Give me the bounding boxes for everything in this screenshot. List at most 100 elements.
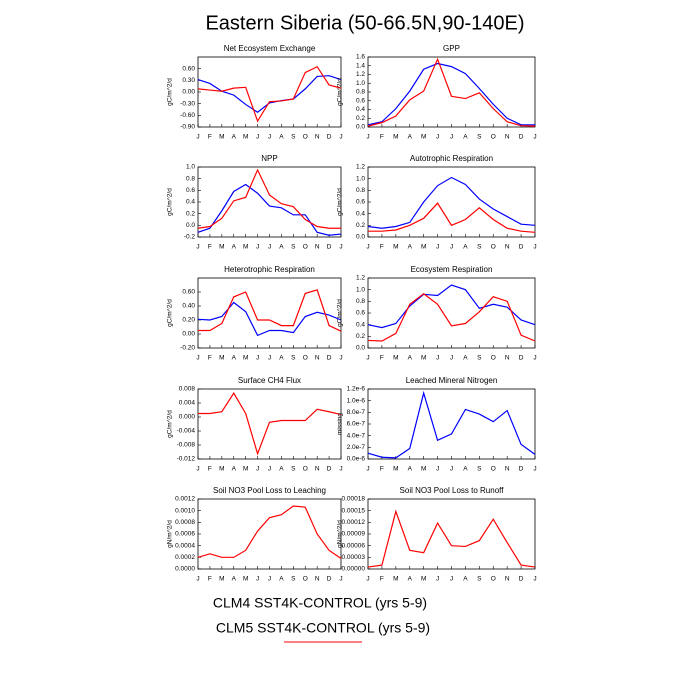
x-tick-label: F [380,466,384,473]
x-tick-label: M [421,466,426,473]
x-tick-label: F [208,355,212,362]
y-tick-label: 1.6 [356,54,365,61]
x-tick-label: J [450,134,453,141]
y-tick-label: 0.00015 [342,507,366,514]
x-tick-label: J [533,355,536,362]
y-tick-label: 0.004 [179,400,196,407]
y-axis-label: gC/m^2/d [337,78,344,106]
y-tick-label: 0.30 [182,77,195,84]
series-line [197,301,342,337]
y-tick-label: 1.0 [356,175,365,182]
x-tick-label: J [196,355,199,362]
x-tick-label: O [303,244,308,251]
y-tick-label: 0.00 [182,331,195,338]
figure-title: Eastern Siberia (50-66.5N,90-140E) [205,12,524,34]
x-tick-label: D [327,466,332,473]
y-tick-label: 0.0002 [175,554,195,561]
x-tick-label: M [421,244,426,251]
panel-title: Heterotrophic Respiration [224,265,315,274]
x-tick-label: J [450,355,453,362]
x-tick-label: O [303,134,308,141]
x-tick-label: D [519,576,524,583]
x-tick-label: J [450,466,453,473]
x-tick-label: J [366,576,369,583]
x-tick-label: S [291,576,296,583]
x-tick-label: M [243,355,248,362]
panel-title: Leached Mineral Nitrogen [406,376,498,385]
y-tick-label: -0.004 [177,428,196,435]
y-tick-label: 0.2 [356,333,365,340]
x-tick-label: J [366,244,369,251]
x-tick-label: J [436,355,439,362]
x-tick-label: A [232,576,237,583]
series-line [197,505,342,559]
y-tick-label: 0.4 [356,321,365,328]
y-tick-label: 0.60 [182,289,195,296]
y-tick-label: 0.0e-6 [347,456,366,463]
y-tick-label: 1.2e-6 [347,386,366,393]
y-tick-label: 1.0 [356,80,365,87]
x-tick-label: F [380,576,384,583]
x-tick-label: J [339,576,342,583]
y-tick-label: 0.6 [186,187,195,194]
x-tick-label: D [519,466,524,473]
x-tick-label: O [491,355,496,362]
y-axis-label: missing [337,413,344,435]
x-tick-label: N [505,355,510,362]
y-tick-label: 1.0e-6 [347,397,366,404]
x-tick-label: N [505,134,510,141]
series-line [367,509,536,568]
panel-title: Net Ecosystem Exchange [224,44,316,53]
x-tick-label: J [256,355,259,362]
x-tick-label: M [393,244,398,251]
x-tick-label: F [380,134,384,141]
y-tick-label: 1.2 [356,71,365,78]
panel-title: GPP [443,44,460,53]
series-line [197,168,341,229]
series-line [368,202,536,233]
series-line [367,292,536,342]
series-line [367,390,536,459]
series-line [197,183,342,236]
legend-label: CLM4 SST4K-CONTROL (yrs 5-9) [213,595,427,611]
x-tick-label: J [533,244,536,251]
x-tick-label: S [477,355,482,362]
x-tick-label: J [450,244,453,251]
x-tick-label: O [303,355,308,362]
series-line [367,57,536,127]
y-tick-label: 0.8 [356,89,365,96]
y-tick-label: 2.0e-7 [347,444,366,451]
x-tick-label: S [477,244,482,251]
x-tick-label: D [327,576,332,583]
y-axis-label: gC/m^2/d [167,188,174,216]
x-tick-label: S [291,466,296,473]
x-tick-label: M [219,355,224,362]
x-tick-label: A [408,244,413,251]
y-axis-label: gC/m^2/d [337,188,344,216]
y-tick-label: 0.20 [182,317,195,324]
x-tick-label: N [315,355,320,362]
y-tick-label: -0.20 [180,345,195,352]
x-tick-label: M [219,244,224,251]
x-tick-label: J [366,355,369,362]
panel-title: Autotrophic Respiration [410,154,493,163]
panel-title: Surface CH4 Flux [238,376,301,385]
x-tick-label: A [232,355,237,362]
x-tick-label: A [279,134,284,141]
x-tick-label: A [232,134,237,141]
x-tick-label: A [463,466,468,473]
x-tick-label: O [491,576,496,583]
y-tick-label: 1.2 [356,164,365,171]
x-tick-label: F [208,576,212,583]
y-tick-label: 0.4 [356,106,365,113]
y-tick-label: 1.0 [356,286,365,293]
y-tick-label: 0.6 [356,199,365,206]
series-line [367,62,535,126]
x-tick-label: J [196,134,199,141]
x-tick-label: A [463,244,468,251]
y-axis-label: gC/m^2/d [337,299,344,327]
y-tick-label: -0.008 [177,442,196,449]
y-tick-label: 1.2 [356,275,365,282]
y-tick-label: 1.0 [186,164,195,171]
x-tick-label: S [291,355,296,362]
